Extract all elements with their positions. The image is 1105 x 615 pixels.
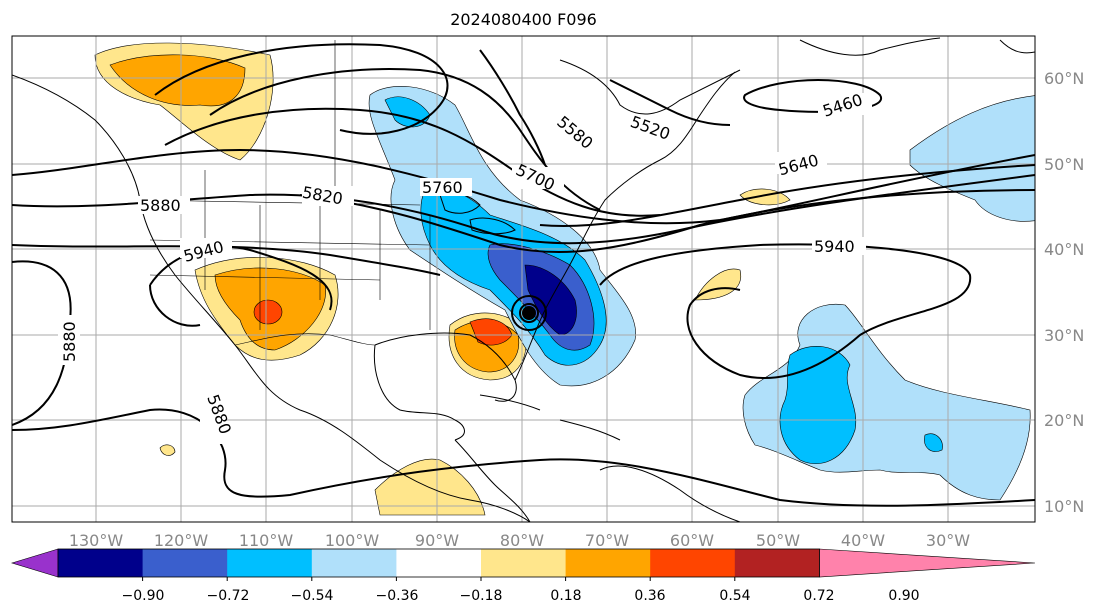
colorbar-tick-label: 0.36: [634, 588, 665, 604]
contour-labels: 5460 5520 5580 5640 5700 5760 5820 5880 …: [58, 90, 872, 444]
contour-label: 5880: [60, 321, 79, 362]
lat-label: 50°N: [1044, 155, 1084, 174]
lon-label: 50°W: [756, 531, 800, 550]
colorbar-outline: [57, 548, 820, 578]
height-contours: [12, 43, 1035, 507]
colorbar-tick-label: −0.54: [291, 588, 334, 604]
contour-label: 5760: [422, 178, 463, 197]
colorbar-tick-label: −0.18: [460, 588, 503, 604]
colorbar-tick-label: 0.18: [550, 588, 581, 604]
colorbar-tick-label: −0.72: [207, 588, 250, 604]
map-title: 2024080400 F096: [450, 10, 597, 29]
lon-label: 40°W: [841, 531, 885, 550]
latitude-labels: 60°N 50°N 40°N 30°N 20°N 10°N: [1044, 69, 1084, 516]
colorbar-tick-labels: −0.90 −0.72 −0.54 −0.36 −0.18 0.18 0.36 …: [122, 588, 920, 604]
tropical-storm-marker: [522, 306, 536, 320]
colorbar-segment: [734, 549, 820, 577]
contour-label: 5880: [140, 196, 181, 215]
coastlines: [12, 37, 1035, 522]
colorbar-segment: [565, 549, 651, 577]
lon-label: 30°W: [926, 531, 970, 550]
borders: [139, 40, 431, 346]
colorbar-segment: [227, 549, 313, 577]
lon-label: 100°W: [325, 531, 380, 550]
colorbar-tick-label: −0.36: [376, 588, 419, 604]
colorbar-segment: [142, 549, 228, 577]
lon-label: 60°W: [670, 531, 714, 550]
lon-label: 90°W: [415, 531, 459, 550]
colorbar-segment: [650, 549, 736, 577]
lon-label: 130°W: [69, 531, 124, 550]
lat-label: 60°N: [1044, 69, 1084, 88]
colorbar-extend-low: [10, 548, 59, 578]
colorbar-segment: [396, 549, 482, 577]
lat-label: 10°N: [1044, 497, 1084, 516]
colorbar-tick-label: 0.90: [888, 588, 919, 604]
colorbar-segment: [58, 549, 144, 577]
colorbar-segment: [311, 549, 397, 577]
colorbar-extend-high: [819, 548, 1036, 578]
lat-label: 40°N: [1044, 240, 1084, 259]
longitude-labels: 130°W 120°W 110°W 100°W 90°W 80°W 70°W 6…: [69, 531, 970, 550]
colorbar-segment: [481, 549, 567, 577]
lat-label: 30°N: [1044, 326, 1084, 345]
map-frame: [11, 35, 1036, 523]
lon-label: 80°W: [500, 531, 544, 550]
lat-label: 20°N: [1044, 411, 1084, 430]
colorbar-tick-label: 0.54: [719, 588, 750, 604]
lon-label: 70°W: [585, 531, 629, 550]
colorbar-tick-label: 0.72: [803, 588, 834, 604]
colorbar-tick-label: −0.90: [122, 588, 165, 604]
colorbar: [10, 548, 1036, 581]
anomaly-shading: [94, 42, 1035, 516]
lon-label: 120°W: [154, 531, 209, 550]
lon-label: 110°W: [239, 531, 294, 550]
contour-label: 5940: [814, 237, 855, 256]
